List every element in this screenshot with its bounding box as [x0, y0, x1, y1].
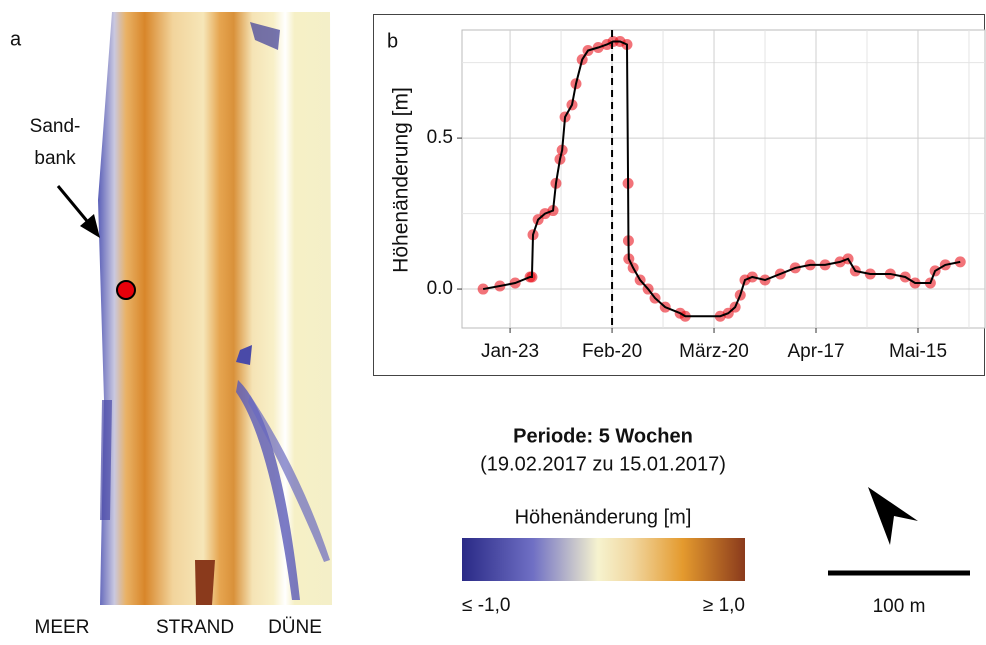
map-streak — [195, 560, 215, 605]
figure: a Sand- bank MEER STRAND DÜNE b Höhenänd… — [0, 0, 986, 640]
x-tick-label: Feb-20 — [582, 341, 642, 362]
panel-label: a — [10, 28, 22, 50]
map-streak — [100, 400, 112, 520]
colorbar-label: Höhenänderung [m] — [515, 506, 692, 528]
annotation: bank — [34, 148, 76, 169]
legend-title: Periode: 5 Wochen — [513, 425, 693, 447]
page: {"chart_data": {"type": "line", "panel_l… — [0, 0, 986, 640]
x-tick-label: März-20 — [679, 341, 749, 362]
legend-subtitle: (19.02.2017 zu 15.01.2017) — [480, 453, 726, 475]
map-label: DÜNE — [268, 617, 322, 638]
panel-label: b — [387, 30, 398, 52]
map-label: STRAND — [156, 617, 234, 638]
colorbar-max: ≥ 1,0 — [703, 595, 745, 616]
colorbar — [462, 538, 745, 581]
y-tick-label: 0.5 — [427, 127, 453, 148]
y-tick-label: 0.0 — [427, 278, 453, 299]
x-tick-label: Apr-17 — [787, 341, 844, 362]
colorbar-min: ≤ -1,0 — [462, 595, 510, 616]
plot-area — [462, 30, 985, 328]
location-marker — [117, 281, 135, 299]
map-surface — [98, 12, 332, 605]
map-label: MEER — [35, 617, 90, 638]
x-tick-label: Jan-23 — [481, 341, 539, 362]
annotation: Sand- — [30, 116, 81, 137]
x-tick-label: Mai-15 — [889, 341, 947, 362]
y-axis-label: Höhenänderung [m] — [390, 87, 413, 273]
map — [98, 12, 332, 605]
north-arrow — [868, 487, 918, 545]
scale-label: 100 m — [873, 596, 926, 617]
